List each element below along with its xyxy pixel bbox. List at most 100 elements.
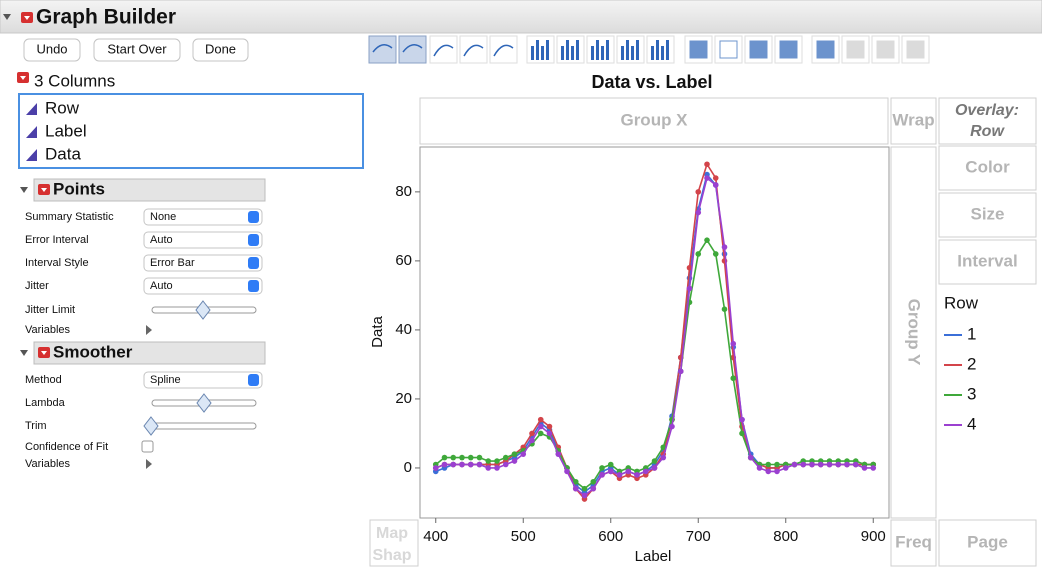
dropdown-stepper bbox=[248, 280, 259, 292]
drop-zone bbox=[890, 97, 937, 145]
dropdown-stepper bbox=[248, 211, 259, 223]
button[interactable] bbox=[93, 38, 181, 62]
legend-label: 3 bbox=[967, 384, 976, 403]
toolbar-glyph bbox=[566, 40, 569, 60]
legend-label: 2 bbox=[967, 354, 976, 373]
dropdown[interactable] bbox=[143, 371, 263, 389]
dropdown[interactable] bbox=[143, 254, 263, 272]
x-tick-label: 900 bbox=[861, 528, 886, 545]
y-tick-label: 0 bbox=[404, 459, 412, 476]
panel-title: Smoother bbox=[53, 342, 133, 361]
drop-zone bbox=[938, 145, 1037, 191]
column-list bbox=[18, 93, 364, 169]
toolbar-icon[interactable] bbox=[459, 35, 488, 64]
toolbar-icon[interactable] bbox=[429, 35, 458, 64]
columns-title: 3 Columns bbox=[34, 71, 115, 90]
toolbar-glyph bbox=[846, 40, 865, 59]
disclosure-triangle[interactable] bbox=[3, 14, 11, 20]
toolbar-glyph bbox=[719, 40, 738, 59]
disclosure-triangle[interactable] bbox=[20, 187, 28, 193]
menu-icon-arrow bbox=[41, 351, 47, 355]
toolbar-glyph bbox=[433, 44, 454, 57]
toolbar-glyph bbox=[626, 40, 629, 60]
dropdown-value: Auto bbox=[150, 280, 173, 292]
dropdown[interactable] bbox=[143, 277, 263, 295]
x-axis-label: Label bbox=[635, 548, 672, 565]
toolbar-glyph bbox=[596, 40, 599, 60]
drop-zone bbox=[890, 146, 937, 519]
checkbox[interactable] bbox=[141, 440, 154, 453]
toolbar-glyph bbox=[463, 44, 484, 57]
panel-title: Points bbox=[53, 179, 105, 198]
setting-label: Lambda bbox=[25, 397, 66, 409]
slider-thumb[interactable] bbox=[195, 300, 211, 320]
setting-label: Jitter bbox=[25, 280, 49, 292]
column-name[interactable]: Label bbox=[45, 121, 87, 140]
dropdown-value: Auto bbox=[150, 234, 173, 246]
menu-icon-arrow bbox=[20, 76, 26, 80]
menu-icon-arrow bbox=[24, 16, 30, 20]
drop-zone bbox=[369, 519, 419, 567]
legend-label: 4 bbox=[967, 414, 976, 433]
toolbar-icon[interactable] bbox=[489, 35, 518, 64]
menu-icon-arrow bbox=[41, 188, 47, 192]
toolbar-glyph bbox=[606, 40, 609, 60]
drop-zone-label: Map bbox=[376, 525, 408, 542]
toolbar-glyph bbox=[531, 46, 534, 60]
button[interactable] bbox=[23, 38, 81, 62]
dropdown-stepper bbox=[248, 234, 259, 246]
x-tick-label: 600 bbox=[598, 528, 623, 545]
drop-zone bbox=[419, 97, 889, 145]
drop-zone bbox=[938, 239, 1037, 285]
toolbar-glyph bbox=[536, 40, 539, 60]
x-tick-label: 800 bbox=[773, 528, 798, 545]
dropdown-stepper bbox=[248, 374, 259, 386]
drop-zone-label: Size bbox=[970, 204, 1004, 223]
expand-arrow[interactable] bbox=[146, 325, 152, 335]
slider-thumb[interactable] bbox=[143, 416, 159, 436]
drop-zone bbox=[890, 519, 937, 567]
slider-thumb[interactable] bbox=[196, 393, 212, 413]
toolbar-glyph bbox=[779, 40, 798, 59]
toolbar-icon[interactable] bbox=[368, 35, 397, 64]
dropdown-stepper bbox=[248, 257, 259, 269]
column-name[interactable]: Data bbox=[45, 144, 81, 163]
plot-area bbox=[419, 146, 890, 519]
column-name[interactable]: Row bbox=[45, 98, 80, 117]
toolbar-glyph bbox=[601, 46, 604, 60]
toolbar-icon[interactable] bbox=[714, 35, 743, 64]
toolbar-glyph bbox=[651, 46, 654, 60]
disclosure-triangle[interactable] bbox=[20, 350, 28, 356]
dropdown[interactable] bbox=[143, 231, 263, 249]
toolbar-glyph bbox=[666, 40, 669, 60]
slider-track[interactable] bbox=[151, 422, 257, 430]
toolbar-glyph bbox=[576, 40, 579, 60]
panel-header bbox=[33, 341, 266, 365]
button-label: Undo bbox=[36, 41, 67, 56]
column-icon bbox=[26, 149, 37, 161]
setting-label: Trim bbox=[25, 420, 47, 432]
drop-zone bbox=[938, 97, 1037, 145]
drop-zone-label: Interval bbox=[957, 251, 1017, 270]
chart-title: Data vs. Label bbox=[591, 72, 712, 92]
setting-label: Interval Style bbox=[25, 257, 89, 269]
dropdown-value: None bbox=[150, 211, 176, 223]
toolbar-glyph bbox=[636, 40, 639, 60]
toolbar-glyph bbox=[631, 46, 634, 60]
toolbar-icon[interactable] bbox=[398, 35, 427, 64]
button[interactable] bbox=[192, 38, 249, 62]
dropdown[interactable] bbox=[143, 208, 263, 226]
setting-label: Method bbox=[25, 374, 62, 386]
column-icon bbox=[26, 103, 37, 115]
toolbar-glyph bbox=[372, 44, 393, 53]
expand-arrow[interactable] bbox=[146, 459, 152, 469]
toolbar-glyph bbox=[591, 46, 594, 60]
x-tick-label: 700 bbox=[686, 528, 711, 545]
column-icon bbox=[26, 126, 37, 138]
toolbar-glyph bbox=[661, 46, 664, 60]
drop-zone bbox=[938, 192, 1037, 238]
title-bar bbox=[0, 0, 1042, 34]
drop-zone-label: Shap bbox=[372, 547, 411, 564]
dropdown-value: Error Bar bbox=[150, 257, 195, 269]
